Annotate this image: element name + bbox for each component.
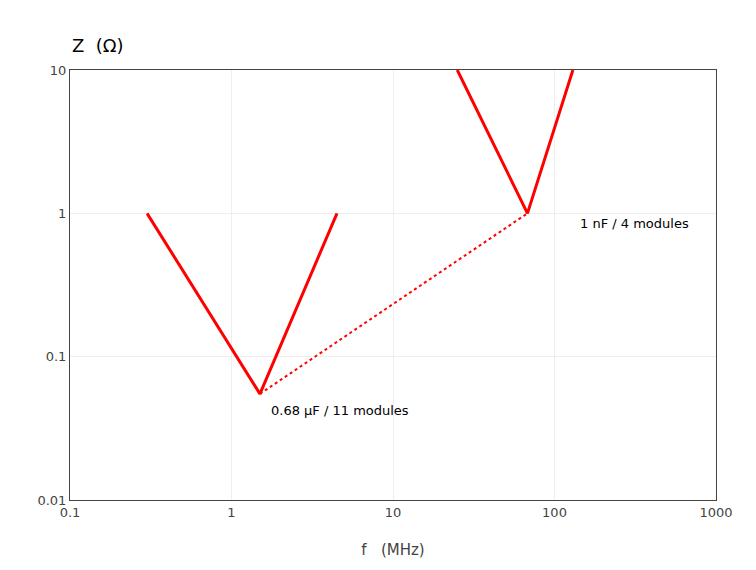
svg-text:0.1: 0.1 (46, 349, 67, 364)
svg-text:f (MHz): f (MHz) (361, 541, 424, 559)
svg-text:10: 10 (50, 63, 67, 78)
svg-text:0.1: 0.1 (60, 505, 81, 520)
svg-text:1 nF / 4 modules: 1 nF / 4 modules (580, 216, 689, 231)
svg-text:1000: 1000 (699, 505, 732, 520)
svg-text:1: 1 (227, 505, 235, 520)
svg-text:100: 100 (542, 505, 567, 520)
svg-text:1: 1 (58, 206, 66, 221)
svg-text:10: 10 (385, 505, 402, 520)
svg-text:0.01: 0.01 (37, 493, 66, 508)
svg-text:0.68 μF / 11 modules: 0.68 μF / 11 modules (271, 403, 409, 418)
svg-text:Z (Ω): Z (Ω) (72, 35, 124, 56)
